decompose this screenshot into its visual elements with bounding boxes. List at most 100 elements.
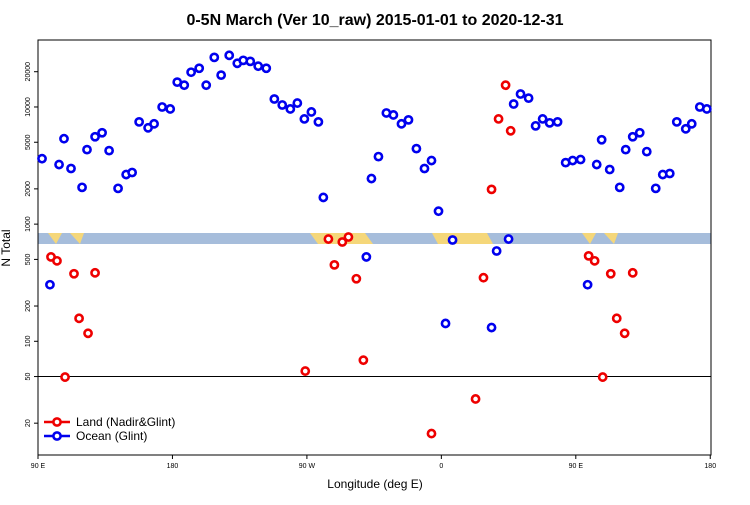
point xyxy=(97,127,107,138)
point xyxy=(447,235,458,245)
point xyxy=(433,206,444,217)
point xyxy=(500,80,511,91)
point xyxy=(680,123,691,134)
point xyxy=(411,143,422,154)
x-tick-label: 90 W xyxy=(299,463,316,470)
point xyxy=(605,268,616,279)
point xyxy=(597,372,608,382)
point xyxy=(582,279,593,290)
point xyxy=(337,237,348,247)
point xyxy=(245,56,256,67)
point xyxy=(627,131,638,142)
point xyxy=(90,267,100,278)
point xyxy=(620,144,631,155)
point xyxy=(544,117,555,128)
point xyxy=(45,279,55,290)
point xyxy=(619,328,630,339)
point xyxy=(523,93,534,104)
point xyxy=(104,145,115,156)
y-tick-label: 50 xyxy=(25,373,32,381)
point xyxy=(134,116,145,127)
point xyxy=(74,313,84,324)
point xyxy=(157,102,168,112)
point xyxy=(478,272,489,283)
point xyxy=(194,63,205,74)
point xyxy=(686,118,697,129)
point xyxy=(426,155,437,166)
plot-frame xyxy=(37,39,712,456)
y-tick-label: 100 xyxy=(25,335,32,347)
point xyxy=(505,125,516,136)
point xyxy=(149,118,159,129)
point xyxy=(396,118,407,129)
point xyxy=(627,267,638,278)
chart-title: 0-5N March (Ver 10_raw) 2015-01-01 to 20… xyxy=(186,12,563,29)
point xyxy=(491,246,502,256)
point xyxy=(90,131,100,142)
point xyxy=(634,127,645,138)
x-tick-label: 0 xyxy=(439,463,443,470)
point xyxy=(277,100,288,110)
x-tick-label: 90 E xyxy=(569,463,584,470)
point xyxy=(493,114,504,124)
x-axis-label: Longitude (deg E) xyxy=(327,477,422,491)
point xyxy=(37,153,47,164)
x-tick-label: 90 E xyxy=(31,463,46,470)
point xyxy=(614,182,625,193)
x-tick-label: 180 xyxy=(704,463,716,470)
point xyxy=(343,232,354,242)
point xyxy=(515,89,526,99)
point xyxy=(186,67,197,78)
point xyxy=(165,104,176,114)
point xyxy=(366,173,377,184)
land-mask-band xyxy=(38,233,711,244)
point xyxy=(575,154,586,165)
point xyxy=(701,104,712,114)
y-tick-label: 500 xyxy=(25,253,32,265)
point xyxy=(113,183,123,194)
point xyxy=(300,366,311,376)
point xyxy=(179,80,190,91)
point xyxy=(54,159,64,170)
point xyxy=(329,259,340,270)
point xyxy=(261,63,272,74)
point xyxy=(583,250,594,261)
point xyxy=(224,50,235,61)
point xyxy=(269,94,280,104)
y-tick-label: 200 xyxy=(25,300,32,312)
point xyxy=(299,114,310,124)
point xyxy=(69,268,79,279)
point xyxy=(419,163,430,174)
point xyxy=(216,70,227,81)
point xyxy=(253,61,264,72)
point xyxy=(358,355,369,366)
y-axis-label: N Total xyxy=(0,229,13,266)
y-tick-label: 1000 xyxy=(25,216,32,232)
point xyxy=(77,182,87,193)
point xyxy=(426,428,437,439)
point xyxy=(537,114,548,124)
legend-marker xyxy=(52,417,62,427)
point xyxy=(127,167,138,178)
point xyxy=(403,114,414,125)
point xyxy=(486,184,497,195)
y-tick-label: 20 xyxy=(25,419,32,427)
point xyxy=(361,252,372,262)
y-tick-label: 2000 xyxy=(25,181,32,197)
point xyxy=(591,159,602,170)
point xyxy=(201,80,212,91)
point xyxy=(373,151,384,162)
point xyxy=(503,234,514,244)
point xyxy=(285,104,296,114)
point xyxy=(486,322,497,333)
point xyxy=(60,372,70,382)
y-tick-label: 20000 xyxy=(25,62,32,82)
point xyxy=(567,155,578,166)
y-tick-label: 5000 xyxy=(25,134,32,150)
x-tick-label: 180 xyxy=(167,463,179,470)
point xyxy=(641,146,652,157)
legend-label: Land (Nadir&Glint) xyxy=(76,415,175,429)
point xyxy=(589,255,600,266)
point xyxy=(530,120,541,131)
